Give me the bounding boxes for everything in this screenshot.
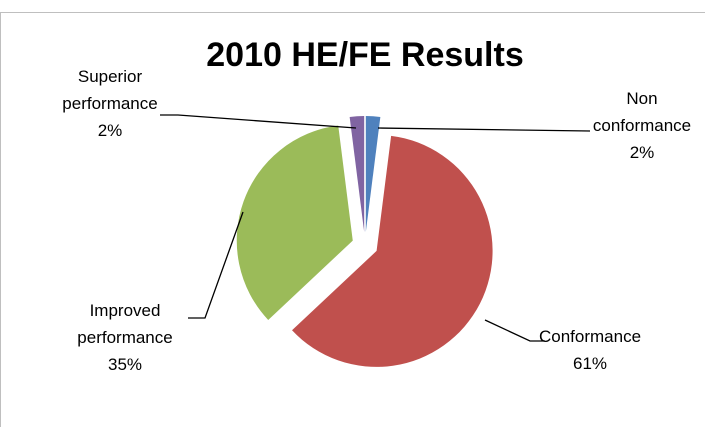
slice-label: Superior performance 2% [45,63,175,144]
leader-line [484,319,545,342]
category-name: Improved performance [77,301,173,347]
pie-slice [365,116,381,233]
category-name: Non conformance [592,89,692,135]
leader-line [377,127,591,132]
value-label: 61% [572,354,608,373]
leader-line [160,114,357,129]
leader-line [188,211,244,319]
chart-frame [0,12,705,427]
slice-label: Conformance 61% [525,323,655,377]
leader-lines [160,114,591,342]
value-label: 2% [629,143,655,162]
chart-title: 2010 HE/FE Results [206,36,523,74]
category-name: Conformance [538,327,642,346]
slice-label: Non conformance 2% [577,85,705,166]
pie-slice [292,135,493,367]
category-name: Superior performance [62,67,158,113]
pie-slice [349,116,365,233]
value-label: 35% [107,355,143,374]
pie-slice [236,125,353,321]
slice-label: Improved performance 35% [60,297,190,378]
value-label: 2% [97,121,123,140]
